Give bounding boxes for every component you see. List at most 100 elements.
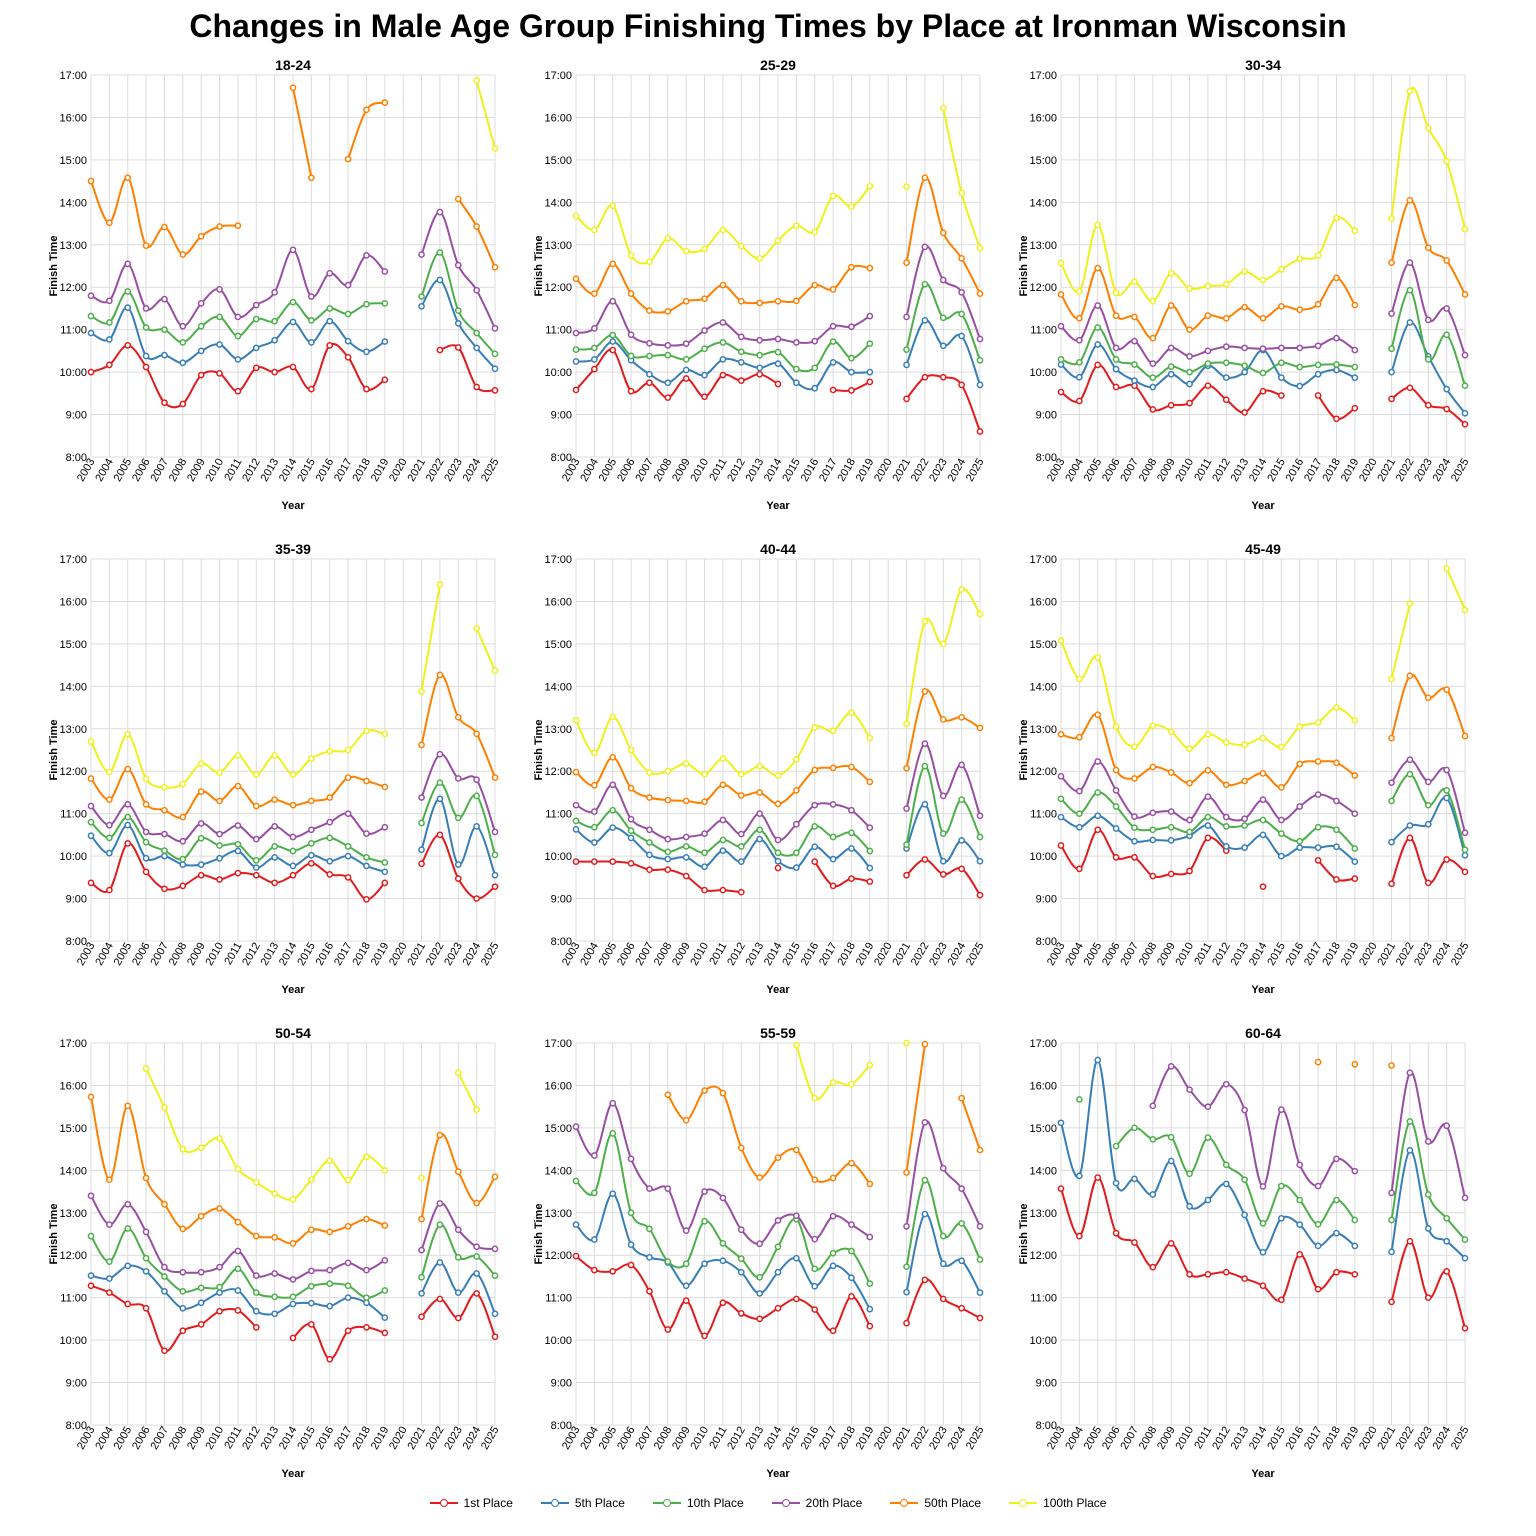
data-point bbox=[627, 290, 635, 297]
x-tick-label: 2013 bbox=[259, 941, 282, 968]
data-point bbox=[1222, 343, 1230, 350]
data-point bbox=[473, 776, 480, 784]
x-tick-label: 2008 bbox=[167, 941, 190, 968]
data-point bbox=[308, 797, 315, 805]
data-point bbox=[719, 1299, 727, 1307]
data-point bbox=[326, 317, 334, 325]
data-point bbox=[1094, 812, 1102, 820]
data-point bbox=[866, 312, 874, 320]
x-tick-label: 2016 bbox=[799, 941, 822, 968]
data-point bbox=[1351, 772, 1359, 779]
data-point bbox=[572, 716, 580, 724]
data-point bbox=[591, 325, 598, 332]
data-point bbox=[1149, 1135, 1157, 1143]
data-point bbox=[1443, 305, 1450, 312]
x-tick-label: 2015 bbox=[1265, 1425, 1288, 1452]
data-point bbox=[1259, 345, 1267, 353]
data-point bbox=[124, 813, 132, 821]
y-tick-label: 14:00 bbox=[59, 1165, 87, 1177]
y-tick-label: 9:00 bbox=[66, 410, 87, 422]
data-point bbox=[1314, 857, 1322, 864]
data-point bbox=[271, 368, 278, 376]
data-point bbox=[664, 848, 672, 856]
data-point bbox=[1076, 373, 1083, 381]
data-point bbox=[1094, 361, 1102, 369]
data-point bbox=[216, 769, 223, 776]
y-tick-label: 11:00 bbox=[1030, 809, 1057, 821]
y-tick-label: 16:00 bbox=[1029, 1080, 1057, 1092]
data-point bbox=[682, 1116, 690, 1124]
data-point bbox=[609, 202, 617, 210]
data-point bbox=[1406, 834, 1414, 842]
data-point bbox=[1443, 257, 1450, 264]
data-point bbox=[197, 300, 205, 307]
data-point bbox=[271, 796, 278, 804]
data-point bbox=[591, 226, 598, 234]
data-point bbox=[216, 830, 223, 838]
data-point bbox=[1278, 302, 1285, 310]
data-point bbox=[976, 381, 984, 389]
legend-item: 20th Place bbox=[771, 1496, 862, 1510]
data-point bbox=[866, 864, 874, 872]
data-point bbox=[381, 1287, 389, 1294]
data-point bbox=[1112, 356, 1120, 363]
data-point bbox=[939, 104, 947, 112]
data-point bbox=[701, 1260, 708, 1268]
data-point bbox=[234, 313, 242, 321]
x-tick-label: 2004 bbox=[93, 1425, 116, 1452]
data-point bbox=[1461, 1194, 1469, 1202]
series-line bbox=[1390, 1120, 1466, 1241]
data-point bbox=[609, 806, 617, 814]
x-tick-label: 2025 bbox=[1449, 941, 1472, 968]
data-point bbox=[627, 1241, 635, 1248]
x-tick-label: 2008 bbox=[652, 941, 675, 968]
series-line bbox=[90, 1096, 386, 1245]
data-point bbox=[903, 1223, 910, 1230]
data-point bbox=[1333, 1155, 1340, 1163]
data-point bbox=[701, 1188, 708, 1195]
data-point bbox=[252, 857, 260, 864]
data-point bbox=[1388, 215, 1395, 222]
data-point bbox=[124, 765, 132, 773]
series-50th Place bbox=[87, 671, 499, 821]
data-point bbox=[848, 1293, 855, 1300]
data-point bbox=[1149, 722, 1157, 730]
y-tick-label: 17:00 bbox=[1029, 554, 1057, 566]
data-point bbox=[1057, 842, 1065, 849]
data-point bbox=[719, 781, 727, 789]
data-point bbox=[252, 864, 260, 871]
data-point bbox=[1204, 1134, 1212, 1142]
data-point bbox=[234, 822, 242, 829]
x-tick-label: 2023 bbox=[927, 941, 950, 968]
series-100th Place bbox=[572, 586, 984, 779]
data-point bbox=[1259, 734, 1267, 742]
data-point bbox=[609, 753, 617, 761]
data-point bbox=[1388, 734, 1395, 742]
x-tick-label: 2020 bbox=[387, 1425, 410, 1452]
data-point bbox=[609, 858, 617, 865]
x-tick-label: 2008 bbox=[1137, 457, 1160, 484]
data-point bbox=[344, 1259, 352, 1267]
x-tick-label: 2021 bbox=[891, 941, 914, 968]
data-point bbox=[1076, 1096, 1083, 1103]
data-point bbox=[976, 1256, 984, 1263]
data-point bbox=[1131, 854, 1138, 861]
data-point bbox=[1443, 766, 1450, 774]
data-point bbox=[609, 1190, 617, 1198]
data-point bbox=[756, 370, 763, 378]
data-point bbox=[1167, 269, 1175, 277]
data-point bbox=[326, 747, 334, 755]
x-tick-label: 2025 bbox=[479, 457, 502, 484]
data-point bbox=[252, 1272, 260, 1279]
y-tick-label: 10:00 bbox=[1029, 851, 1057, 863]
data-point bbox=[1351, 227, 1359, 235]
data-point bbox=[1204, 767, 1212, 774]
x-tick-label: 2014 bbox=[762, 1425, 785, 1452]
series-line bbox=[575, 348, 779, 399]
data-point bbox=[326, 871, 334, 878]
data-point bbox=[903, 841, 910, 849]
x-tick-label: 2015 bbox=[780, 1425, 803, 1452]
data-point bbox=[124, 821, 132, 829]
data-point bbox=[289, 771, 297, 778]
data-point bbox=[1131, 1124, 1138, 1132]
